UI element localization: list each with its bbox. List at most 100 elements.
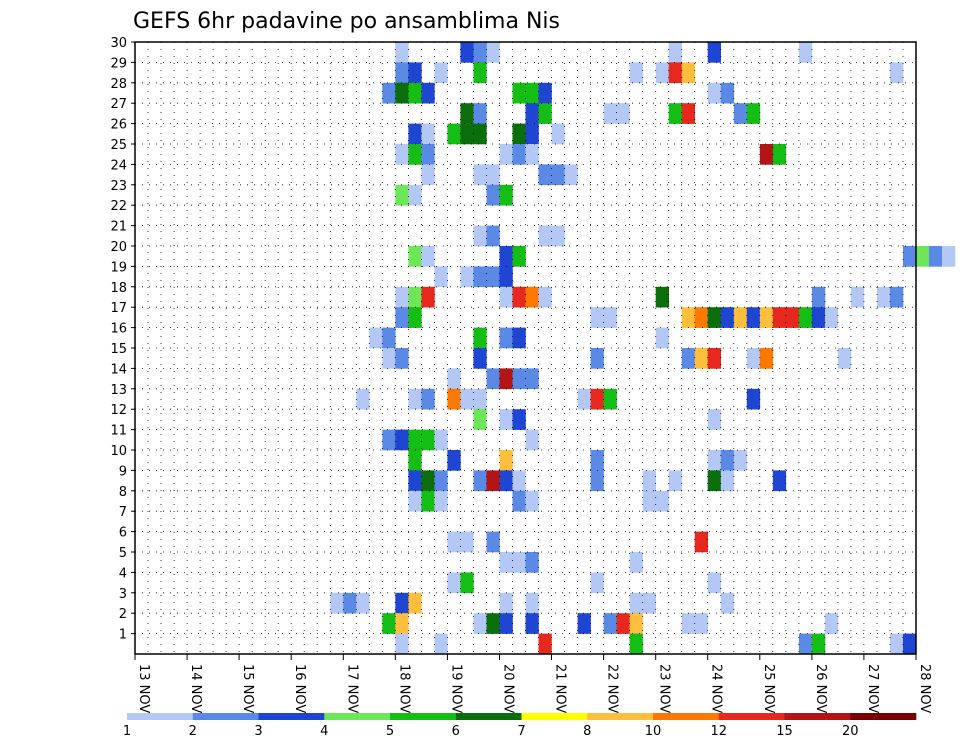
y-tick-label-29: 29 xyxy=(110,56,127,71)
cell-member-2-209 xyxy=(824,613,839,634)
cell-member-29-10 xyxy=(473,62,487,84)
cell-member-9-166 xyxy=(720,470,735,492)
cell-member-24-51 xyxy=(421,164,435,186)
cell-member-10-149 xyxy=(499,450,513,471)
cell-member-19-76 xyxy=(486,266,500,288)
cell-member-8-168 xyxy=(408,490,422,512)
cell-member-28-16 xyxy=(382,82,396,104)
cell-member-14-123 xyxy=(499,368,513,390)
cell-member-18-83 xyxy=(525,286,539,308)
cell-member-20-65 xyxy=(408,246,422,267)
cell-member-1-217 xyxy=(903,633,917,655)
cell-member-9-159 xyxy=(486,470,500,492)
cell-member-11-143 xyxy=(408,429,422,451)
cell-member-30-4 xyxy=(668,42,682,63)
cell-member-27-33 xyxy=(733,103,748,124)
cell-member-17-104 xyxy=(590,307,604,328)
cell-member-1-214 xyxy=(798,633,813,655)
y-tick-label-17: 17 xyxy=(110,301,127,316)
cell-member-17-100 xyxy=(785,307,800,328)
legend-label-1: 1 xyxy=(123,724,131,739)
cell-member-16-109 xyxy=(499,327,513,349)
legend-label-5: 5 xyxy=(386,724,394,739)
cell-member-17-101 xyxy=(798,307,813,328)
cell-member-3-188 xyxy=(343,592,357,614)
cell-member-18-84 xyxy=(538,286,552,308)
legend-swatch-10 xyxy=(718,713,785,720)
legend-label-15: 15 xyxy=(776,724,793,739)
cell-member-15-119 xyxy=(746,348,761,369)
cell-member-8-170 xyxy=(434,490,448,512)
legend-swatch-8 xyxy=(587,713,654,720)
chart-title: GEFS 6hr padavine po ansamblima Nis xyxy=(133,9,560,34)
cell-member-20-72 xyxy=(942,246,956,267)
cell-member-18-86 xyxy=(811,286,826,308)
cell-member-15-116 xyxy=(681,348,695,369)
cell-member-11-145 xyxy=(434,429,448,451)
cell-member-3-191 xyxy=(408,592,422,614)
cell-member-6-178 xyxy=(694,531,708,553)
cell-member-12-139 xyxy=(512,409,526,430)
cell-member-26-39 xyxy=(473,123,487,145)
cell-member-15-120 xyxy=(759,348,774,369)
y-tick-label-2: 2 xyxy=(119,607,127,622)
cell-member-9-163 xyxy=(642,470,656,492)
cell-member-9-155 xyxy=(421,470,435,492)
y-tick-label-11: 11 xyxy=(110,424,127,439)
cell-member-27-26 xyxy=(473,103,487,124)
cell-member-14-125 xyxy=(525,368,539,390)
cell-member-14-124 xyxy=(512,368,526,390)
cell-member-13-131 xyxy=(460,388,474,410)
cell-member-19-75 xyxy=(473,266,487,288)
cell-member-2-206 xyxy=(629,613,643,634)
x-axis-ticks: 13 NOV 14 NOV 15 NOV 16 NOV 17 NOV 18 NOV 19 N… xyxy=(134,654,932,713)
cell-member-3-193 xyxy=(525,592,539,614)
cell-member-17-103 xyxy=(824,307,839,328)
cell-member-2-202 xyxy=(525,613,539,634)
y-axis-ticks: 1234567891011121314151617181920212223242… xyxy=(110,36,135,643)
cell-member-11-142 xyxy=(395,429,409,451)
x-tick-label-13: 26 NOV xyxy=(813,664,828,713)
y-tick-label-22: 22 xyxy=(110,199,127,214)
cell-member-15-118 xyxy=(707,348,721,369)
cell-member-2-204 xyxy=(603,613,617,634)
cell-member-26-42 xyxy=(551,123,565,145)
cell-member-3-190 xyxy=(395,592,409,614)
cell-member-21-61 xyxy=(473,225,487,247)
y-tick-label-26: 26 xyxy=(110,118,127,133)
legend-swatch-12 xyxy=(850,713,917,720)
cell-member-23-60 xyxy=(499,184,513,206)
cell-member-4-185 xyxy=(590,572,604,594)
cell-member-17-93 xyxy=(694,307,708,328)
y-tick-label-3: 3 xyxy=(119,587,127,602)
legend-swatch-7 xyxy=(521,713,588,720)
y-tick-label-20: 20 xyxy=(110,240,127,255)
cell-member-18-79 xyxy=(408,286,422,308)
cell-member-14-122 xyxy=(486,368,500,390)
cell-member-10-151 xyxy=(707,450,721,471)
legend-label-6: 6 xyxy=(452,724,460,739)
cell-member-11-141 xyxy=(382,429,396,451)
cell-member-9-158 xyxy=(473,470,487,492)
cell-member-29-15 xyxy=(890,62,904,84)
cell-member-20-66 xyxy=(421,246,435,267)
cell-member-13-135 xyxy=(603,388,617,410)
cell-member-5-181 xyxy=(525,552,539,573)
cell-member-15-114 xyxy=(473,348,487,369)
cell-member-9-164 xyxy=(668,470,682,492)
cell-member-12-137 xyxy=(473,409,487,430)
cell-member-16-111 xyxy=(655,327,669,349)
cell-member-13-134 xyxy=(590,388,604,410)
cell-member-27-30 xyxy=(616,103,630,124)
y-tick-label-8: 8 xyxy=(119,485,127,500)
legend-label-7: 7 xyxy=(517,724,525,739)
cell-member-29-9 xyxy=(434,62,448,84)
cell-member-18-82 xyxy=(512,286,526,308)
cell-member-2-208 xyxy=(694,613,708,634)
cell-member-6-177 xyxy=(486,531,500,553)
cell-member-23-58 xyxy=(408,184,422,206)
cell-member-2-198 xyxy=(395,613,409,634)
cell-member-19-73 xyxy=(434,266,448,288)
cell-member-30-6 xyxy=(798,42,813,63)
y-tick-label-23: 23 xyxy=(110,179,127,194)
